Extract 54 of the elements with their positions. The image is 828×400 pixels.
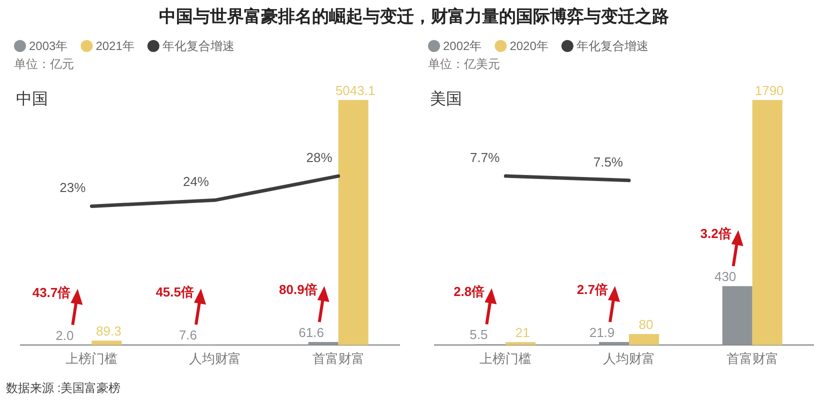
legend-label: 2002年 <box>443 39 482 53</box>
data-label: 21 <box>515 325 530 340</box>
legend-item: 年化复合增速 <box>561 39 648 53</box>
annotation: 45.5倍 <box>156 284 194 300</box>
data-label: 7.6 <box>178 328 198 343</box>
text: 单位：亿元 <box>14 57 74 71</box>
x-tick-label: 上榜门槛 <box>480 351 532 366</box>
bar <box>752 100 782 345</box>
bar <box>629 334 659 345</box>
bar <box>722 286 752 345</box>
bar <box>338 100 368 345</box>
data-label: 5.5 <box>470 327 488 342</box>
data-label: 430 <box>714 269 736 284</box>
x-tick-label: 人均财富 <box>189 351 241 366</box>
annotation: 43.7倍 <box>32 284 71 300</box>
chart-title: 中国与世界富豪排名的崛起与变迁，财富力量的国际博弈与变迁之路 <box>159 6 669 26</box>
chart-subtitle: 中国 <box>16 90 48 108</box>
legend-label: 2021年 <box>96 39 134 53</box>
chart-subtitle: 美国 <box>430 90 462 108</box>
x-tick-label: 上榜门槛 <box>66 351 118 366</box>
text: 单位：亿美元 <box>428 57 500 71</box>
bar <box>92 340 122 345</box>
annotation: 80.9倍 <box>279 282 318 298</box>
x-tick-label: 人均财富 <box>603 351 655 366</box>
legend-item: 2021年 <box>80 39 134 53</box>
bar <box>308 342 338 345</box>
annotation: 2.7倍 <box>576 282 608 298</box>
data-label: 23% <box>60 180 86 196</box>
data-label: 24% <box>182 174 210 190</box>
bar <box>506 342 536 345</box>
bar <box>599 342 629 345</box>
x-tick-label: 首富财富 <box>726 351 778 366</box>
data-label: 1790 <box>754 83 784 98</box>
legend-label: 2020年 <box>510 39 548 53</box>
annotation: 3.2倍 <box>700 226 732 242</box>
data-label: 89.3 <box>96 324 122 339</box>
legend-item: 2020年 <box>494 39 548 53</box>
data-label: 5043.1 <box>335 83 376 98</box>
data-label: 7.5% <box>593 154 624 170</box>
data-label: 80 <box>638 317 654 332</box>
legend-label: 2003年 <box>29 39 68 53</box>
data-label: 61.6 <box>298 325 324 340</box>
legend-item: 年化复合增速 <box>147 39 234 53</box>
legend-label: 年化复合增速 <box>162 39 234 53</box>
data-label: 7.7% <box>470 150 500 166</box>
legend-item: 2002年 <box>428 39 482 53</box>
data-label: 2.0 <box>56 328 74 343</box>
x-tick-label: 首富财富 <box>312 351 364 366</box>
legend-item: 2003年 <box>14 39 68 53</box>
data-label: 28% <box>306 150 333 166</box>
source-note: 数据来源 :美国富豪榜 <box>6 381 121 395</box>
legend-label: 年化复合增速 <box>576 39 648 53</box>
data-label: 21.9 <box>589 325 615 340</box>
annotation: 2.8倍 <box>454 284 485 300</box>
